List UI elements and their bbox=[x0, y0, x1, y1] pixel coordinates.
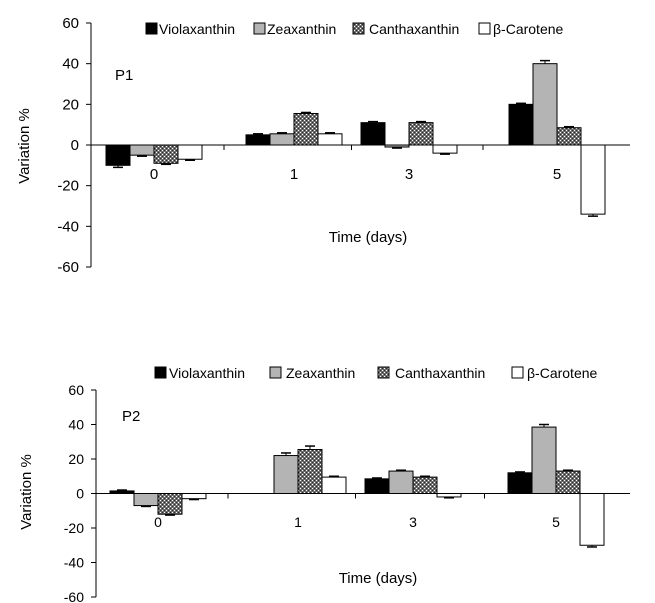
legend-swatch-canthaxanthin bbox=[377, 366, 390, 379]
legend-label-zeaxanthin: Zeaxanthin bbox=[286, 365, 355, 381]
x-axis-label: Time (days) bbox=[339, 570, 418, 587]
y-tick-label: 0 bbox=[71, 137, 79, 154]
legend-swatch-zeaxanthin bbox=[253, 22, 266, 35]
legend-swatch-violaxanthin bbox=[154, 366, 167, 379]
bar-zeaxanthin bbox=[532, 63, 558, 146]
legend-label-beta-carotene: β-Carotene bbox=[527, 365, 598, 381]
y-tick-label: 60 bbox=[62, 15, 79, 32]
bar-zeaxanthin bbox=[129, 144, 155, 156]
bar-canthaxanthin bbox=[153, 144, 179, 164]
legend: Violaxanthin Zeaxanthin Canthaxanthin β-… bbox=[154, 365, 598, 381]
bar-beta-carotene bbox=[317, 133, 343, 146]
y-tick-label: -60 bbox=[57, 259, 79, 276]
bar-zeaxanthin bbox=[531, 426, 557, 494]
y-tick-label: -60 bbox=[64, 589, 84, 603]
x-tick-label: 0 bbox=[154, 514, 162, 530]
y-tick-labels: 60 40 20 0 -20 -40 -60 bbox=[57, 15, 79, 276]
axes bbox=[86, 22, 630, 268]
y-tick-label: 40 bbox=[68, 417, 84, 433]
x-tick-label: 3 bbox=[405, 166, 413, 183]
legend-label-canthaxanthin: Canthaxanthin bbox=[369, 21, 459, 37]
y-tick-label: 60 bbox=[68, 382, 84, 398]
y-axis-label: Variation % bbox=[16, 108, 33, 184]
y-tick-label: -40 bbox=[57, 218, 79, 235]
x-tick-label: 5 bbox=[552, 514, 560, 530]
x-axis-label: Time (days) bbox=[329, 229, 408, 246]
x-tick-label: 0 bbox=[150, 166, 158, 183]
bar-violaxanthin bbox=[507, 472, 533, 494]
bar-beta-carotene bbox=[436, 493, 462, 498]
y-tick-label: 20 bbox=[62, 96, 79, 113]
legend-label-zeaxanthin: Zeaxanthin bbox=[267, 21, 336, 37]
legend-swatch-violaxanthin bbox=[145, 22, 158, 35]
y-tick-label: -40 bbox=[64, 555, 84, 571]
y-tick-label: 20 bbox=[68, 451, 84, 467]
y-tick-label: -20 bbox=[57, 178, 79, 195]
legend-swatch-beta-carotene bbox=[511, 366, 524, 379]
bar-canthaxanthin bbox=[412, 476, 438, 494]
bar-violaxanthin bbox=[508, 103, 534, 146]
bar-canthaxanthin bbox=[555, 470, 581, 495]
y-tick-label: 0 bbox=[76, 486, 84, 502]
legend: Violaxanthin Zeaxanthin Canthaxanthin β-… bbox=[145, 21, 564, 37]
axes bbox=[91, 389, 630, 598]
y-tick-label: 40 bbox=[62, 56, 79, 73]
legend-label-violaxanthin: Violaxanthin bbox=[169, 365, 245, 381]
bar-violaxanthin bbox=[105, 144, 131, 166]
bar-zeaxanthin bbox=[269, 133, 295, 146]
bar-beta-carotene bbox=[177, 144, 203, 160]
bar-zeaxanthin bbox=[133, 493, 159, 507]
x-tick-label: 3 bbox=[409, 514, 417, 530]
legend-swatch-zeaxanthin bbox=[269, 366, 282, 379]
x-tick-labels: 0 1 3 5 bbox=[154, 514, 560, 530]
bars bbox=[109, 423, 605, 548]
x-tick-label: 1 bbox=[294, 514, 302, 530]
legend-label-violaxanthin: Violaxanthin bbox=[159, 21, 235, 37]
x-tick-label: 5 bbox=[553, 166, 561, 183]
bar-canthaxanthin bbox=[293, 112, 319, 146]
legend-swatch-beta-carotene bbox=[478, 22, 491, 35]
bar-zeaxanthin bbox=[388, 470, 414, 495]
bar-violaxanthin bbox=[364, 478, 390, 494]
x-tick-label: 1 bbox=[290, 166, 298, 183]
bar-beta-carotene bbox=[432, 144, 458, 154]
bar-beta-carotene bbox=[580, 144, 606, 215]
y-tick-labels: 60 40 20 0 -20 -40 -60 bbox=[64, 382, 84, 603]
legend-label-beta-carotene: β-Carotene bbox=[493, 21, 564, 37]
bar-violaxanthin bbox=[245, 134, 271, 146]
x-tick-labels: 0 1 3 5 bbox=[150, 166, 561, 183]
chart-panel-p1: Violaxanthin Zeaxanthin Canthaxanthin β-… bbox=[16, 15, 630, 276]
bar-beta-carotene bbox=[181, 493, 207, 500]
y-tick-label: -20 bbox=[64, 520, 84, 536]
chart-panel-p2: Violaxanthin Zeaxanthin Canthaxanthin β-… bbox=[18, 365, 630, 603]
bar-canthaxanthin bbox=[157, 493, 183, 515]
bar-beta-carotene bbox=[321, 476, 347, 494]
bars bbox=[105, 59, 606, 217]
bar-canthaxanthin bbox=[556, 127, 582, 146]
legend-label-canthaxanthin: Canthaxanthin bbox=[395, 365, 485, 381]
bar-canthaxanthin bbox=[408, 122, 434, 146]
y-axis-label: Variation % bbox=[18, 454, 35, 530]
bar-zeaxanthin bbox=[273, 455, 299, 494]
bar-canthaxanthin bbox=[297, 449, 323, 495]
bar-beta-carotene bbox=[579, 493, 605, 546]
panel-label: P1 bbox=[115, 67, 133, 84]
bar-violaxanthin bbox=[360, 122, 386, 146]
panel-label: P2 bbox=[122, 408, 140, 425]
legend-swatch-canthaxanthin bbox=[352, 22, 365, 35]
